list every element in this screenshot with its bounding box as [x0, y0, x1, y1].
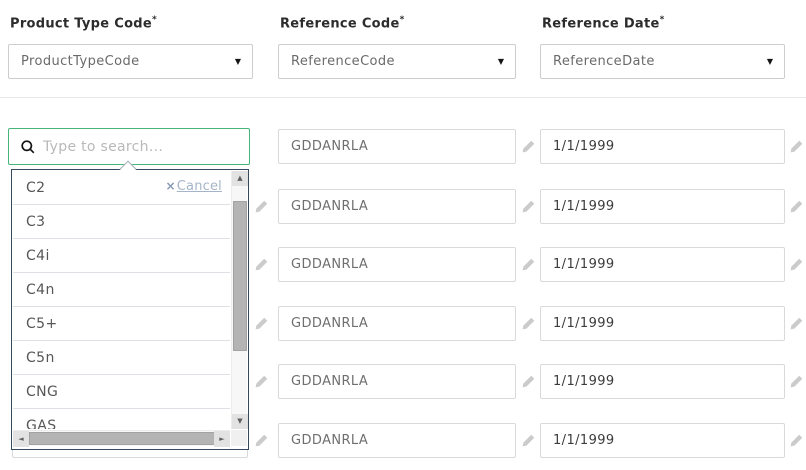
reference-date-field[interactable]: 1/1/1999 — [540, 129, 785, 164]
select-value: ReferenceCode — [291, 54, 395, 69]
section-divider — [0, 97, 806, 98]
horizontal-scrollbar-thumb[interactable] — [29, 432, 215, 445]
list-item[interactable]: GAS — [13, 409, 230, 429]
reference-code-field[interactable]: GDDANRLA — [278, 129, 516, 164]
list-item[interactable]: C4n — [13, 273, 230, 307]
product-type-code-label: Product Type Code* — [10, 15, 157, 31]
search-icon — [20, 139, 36, 159]
edit-pencil-icon[interactable] — [521, 139, 536, 154]
search-input[interactable] — [43, 130, 243, 163]
edit-pencil-icon[interactable] — [521, 316, 536, 331]
scroll-left-icon[interactable]: ◄ — [13, 431, 29, 447]
label-text: Product Type Code — [10, 16, 153, 32]
edit-pencil-icon[interactable] — [254, 374, 269, 389]
product-type-code-select[interactable]: ProductTypeCode ▼ — [8, 44, 253, 79]
reference-code-label: Reference Code* — [280, 15, 405, 31]
close-icon: × — [165, 179, 176, 193]
reference-date-field[interactable]: 1/1/1999 — [540, 423, 785, 458]
cancel-button[interactable]: ×Cancel — [165, 179, 222, 194]
scroll-down-icon[interactable]: ▼ — [232, 414, 248, 429]
vertical-scrollbar[interactable]: ▲ ▼ — [231, 171, 248, 429]
chevron-down-icon: ▼ — [234, 57, 241, 66]
edit-pencil-icon[interactable] — [789, 257, 804, 272]
edit-pencil-icon[interactable] — [521, 199, 536, 214]
chevron-down-icon: ▼ — [497, 57, 504, 66]
cancel-label: Cancel — [176, 179, 222, 194]
edit-pencil-icon[interactable] — [254, 257, 269, 272]
reference-code-select[interactable]: ReferenceCode ▼ — [278, 44, 516, 79]
required-mark: * — [659, 15, 665, 25]
scroll-up-icon[interactable]: ▲ — [232, 171, 248, 186]
dropdown-item-list: C2 C3 C4i C4n C5+ C5n CNG GAS — [13, 171, 230, 429]
select-value: ReferenceDate — [553, 54, 655, 69]
reference-code-field[interactable]: GDDANRLA — [278, 423, 516, 458]
reference-code-field[interactable]: GDDANRLA — [278, 189, 516, 224]
reference-date-field[interactable]: 1/1/1999 — [540, 306, 785, 341]
select-value: ProductTypeCode — [21, 54, 140, 69]
edit-pencil-icon[interactable] — [789, 374, 804, 389]
reference-date-field[interactable]: 1/1/1999 — [540, 189, 785, 224]
label-text: Reference Code — [280, 16, 400, 32]
list-item[interactable]: C5+ — [13, 307, 230, 341]
scrollbar-corner — [231, 430, 247, 446]
edit-pencil-icon[interactable] — [789, 139, 804, 154]
edit-pencil-icon[interactable] — [254, 316, 269, 331]
edit-pencil-icon[interactable] — [521, 374, 536, 389]
product-type-dropdown: ×Cancel C2 C3 C4i C4n C5+ C5n CNG GAS ▲ … — [11, 160, 249, 450]
edit-pencil-icon[interactable] — [521, 257, 536, 272]
vertical-scrollbar-thumb[interactable] — [233, 201, 247, 351]
product-type-search-box — [8, 128, 250, 165]
reference-date-field[interactable]: 1/1/1999 — [540, 364, 785, 399]
edit-pencil-icon[interactable] — [521, 433, 536, 448]
list-item[interactable]: CNG — [13, 375, 230, 409]
reference-date-select[interactable]: ReferenceDate ▼ — [540, 44, 785, 79]
list-item[interactable]: C5n — [13, 341, 230, 375]
required-mark: * — [399, 15, 405, 25]
reference-code-field[interactable]: GDDANRLA — [278, 364, 516, 399]
list-item[interactable]: C2 — [13, 171, 230, 205]
list-item[interactable]: C3 — [13, 205, 230, 239]
reference-date-field[interactable]: 1/1/1999 — [540, 247, 785, 282]
edit-pencil-icon[interactable] — [789, 433, 804, 448]
scroll-right-icon[interactable]: ► — [214, 431, 230, 447]
reference-code-field[interactable]: GDDANRLA — [278, 306, 516, 341]
reference-date-label: Reference Date* — [542, 15, 665, 31]
edit-pencil-icon[interactable] — [254, 433, 269, 448]
required-mark: * — [152, 15, 158, 25]
list-item[interactable]: C4i — [13, 239, 230, 273]
label-text: Reference Date — [542, 16, 660, 32]
horizontal-scrollbar[interactable]: ◄ ► — [13, 430, 230, 447]
edit-pencil-icon[interactable] — [789, 316, 804, 331]
chevron-down-icon: ▼ — [766, 57, 773, 66]
edit-pencil-icon[interactable] — [789, 199, 804, 214]
reference-code-field[interactable]: GDDANRLA — [278, 247, 516, 282]
edit-pencil-icon[interactable] — [254, 199, 269, 214]
table-row: GDDANRLA 1/1/1999 — [0, 129, 806, 167]
